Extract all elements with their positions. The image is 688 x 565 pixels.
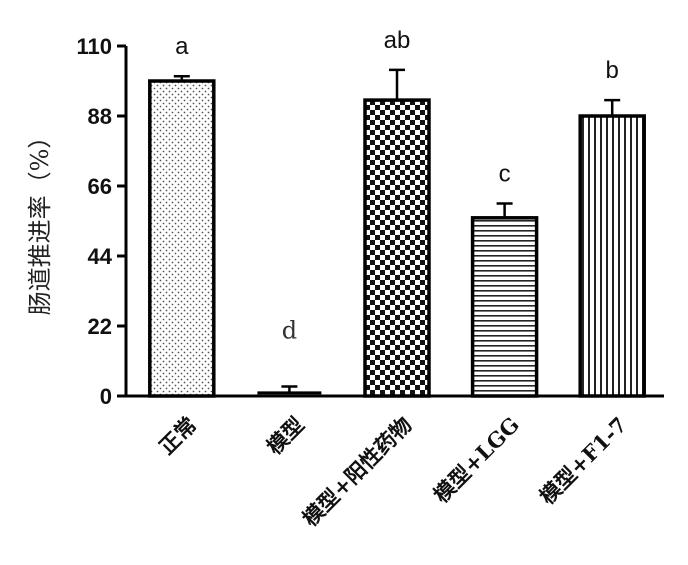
y-tick-label: 88 [88, 104, 112, 129]
category-label: 模型+阳性药物 [297, 412, 416, 531]
y-tick-labels: 0 22 44 66 88 110 [77, 34, 113, 409]
y-tick-label: 0 [100, 384, 112, 409]
bars [148, 79, 646, 398]
y-tick-label: 66 [88, 174, 112, 199]
bar [470, 216, 539, 398]
category-label: 模型+LGG [429, 412, 525, 508]
significance-letter: a [175, 33, 189, 60]
significance-letter: d [282, 317, 297, 345]
bar [363, 98, 431, 398]
significance-letters: a d ab c b [175, 27, 619, 345]
y-axis-label: 肠道推进率（%） [26, 125, 54, 316]
error-bars [173, 68, 621, 393]
significance-letter: ab [384, 27, 411, 54]
y-tick-label: 44 [88, 244, 113, 269]
significance-letter: b [606, 57, 619, 84]
y-tick-label: 110 [77, 34, 113, 59]
bar [578, 114, 646, 398]
significance-letter: c [499, 161, 511, 188]
category-label: 模型 [262, 412, 309, 459]
y-tick-label: 22 [88, 314, 112, 339]
bar [148, 79, 216, 398]
category-label: 模型+F1-7 [535, 412, 632, 509]
category-label: 正常 [154, 412, 201, 459]
